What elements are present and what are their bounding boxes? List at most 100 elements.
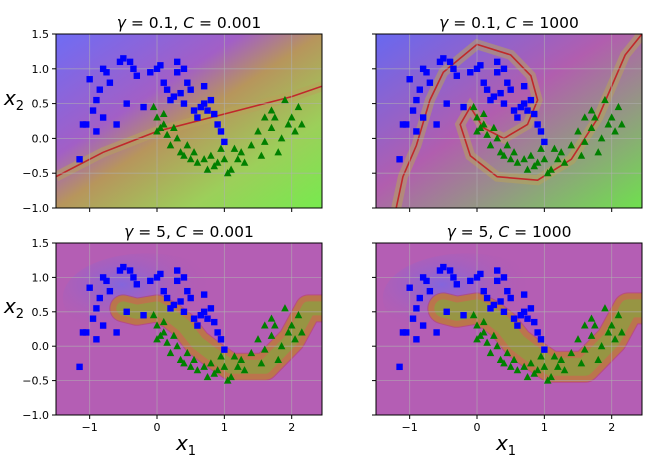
class1-point	[500, 359, 508, 367]
class1-point	[496, 355, 505, 363]
class1-point	[510, 148, 518, 156]
class0-point	[436, 58, 444, 66]
y-axis-label: x2	[3, 294, 24, 322]
class0-point	[174, 267, 181, 274]
class1-point	[267, 331, 276, 339]
class1-point	[500, 151, 508, 159]
class1-point	[594, 148, 603, 156]
class0-point	[167, 96, 174, 104]
class1-point	[547, 372, 555, 381]
class0-point	[163, 294, 171, 302]
class0-point	[89, 107, 97, 114]
class1-point	[540, 155, 549, 163]
class1-point	[247, 141, 256, 149]
class1-point	[190, 148, 198, 156]
plot-area	[56, 243, 322, 415]
x-tick-label: 0	[154, 421, 161, 434]
class1-point	[281, 95, 289, 104]
class1-point	[513, 158, 522, 166]
class0-point	[500, 308, 508, 315]
class1-point	[537, 144, 545, 152]
class0-point	[520, 100, 528, 107]
class0-point	[520, 308, 528, 315]
class0-point	[86, 76, 93, 83]
class1-point	[277, 342, 286, 350]
class0-point	[443, 100, 450, 107]
class0-point	[126, 267, 134, 274]
axes-frame	[375, 242, 643, 416]
class0-point	[163, 86, 171, 93]
axes-frame	[375, 33, 643, 209]
class0-point	[160, 79, 167, 86]
class1-point	[483, 338, 491, 346]
class0-point	[130, 65, 137, 72]
class1-region	[116, 301, 322, 374]
class0-point	[204, 315, 211, 322]
class1-point	[496, 148, 505, 156]
subplot-2	[372, 33, 643, 212]
class1-point	[577, 359, 586, 367]
class0-point	[537, 128, 545, 135]
class1-point	[277, 134, 286, 142]
class0-point	[153, 65, 161, 72]
class1-point	[149, 311, 158, 319]
class0-point	[477, 270, 484, 278]
class0-point	[467, 277, 474, 285]
class1-point	[166, 141, 175, 149]
y-tick-label: 1.0	[32, 63, 50, 76]
axes-frame	[55, 33, 323, 209]
class0-point	[184, 287, 191, 295]
class0-point	[96, 86, 103, 93]
class0-point	[396, 363, 403, 371]
class0-point	[487, 96, 494, 104]
class0-point	[483, 86, 491, 93]
class1-point	[234, 362, 242, 370]
class1-point	[260, 113, 269, 121]
class1-point	[284, 120, 293, 128]
class0-point	[494, 277, 501, 285]
class1-point	[503, 348, 512, 357]
class1-point	[486, 141, 495, 149]
class1-point	[207, 151, 215, 159]
class1-point	[173, 134, 182, 142]
class0-point	[500, 274, 508, 281]
class1-point	[540, 362, 549, 370]
class0-point	[86, 284, 93, 291]
class1-point	[523, 165, 532, 173]
class1-point	[213, 158, 222, 166]
class0-point	[460, 312, 467, 319]
class0-point	[106, 287, 114, 295]
x-axis-label: x1	[495, 431, 516, 459]
class0-point	[214, 121, 221, 128]
class1-point	[533, 366, 542, 374]
class1-point	[176, 355, 185, 363]
class0-point	[514, 322, 521, 329]
class0-point	[524, 315, 531, 322]
class0-point	[541, 346, 548, 353]
class0-point	[194, 114, 201, 121]
class1-point	[260, 321, 269, 329]
class1-point	[170, 331, 178, 339]
class0-point	[184, 79, 191, 86]
class0-point	[211, 110, 218, 118]
class0-point	[510, 315, 518, 322]
class0-point	[494, 267, 501, 274]
class1-point	[237, 355, 245, 363]
class1-point	[520, 155, 528, 163]
class0-point	[79, 329, 87, 336]
class1-point	[153, 113, 161, 121]
class0-point	[174, 69, 181, 76]
class1-point	[237, 148, 245, 156]
class1-point	[203, 372, 212, 381]
class0-point	[527, 305, 535, 312]
class0-point	[126, 58, 134, 66]
class0-point	[160, 287, 167, 295]
class0-point	[221, 346, 228, 353]
gridlines	[56, 34, 322, 208]
subplot-3: −1 0 1 2 1.5 1.0 0.5 0.0 −0.5 −1.0	[22, 237, 323, 434]
class1-point	[493, 134, 502, 142]
x-tick-label: −1	[82, 421, 98, 434]
class0-point	[190, 315, 198, 322]
subplot-1: 1.5 1.0 0.5 0.0 −0.5 −1.0	[22, 28, 323, 215]
class0-point	[446, 267, 454, 274]
